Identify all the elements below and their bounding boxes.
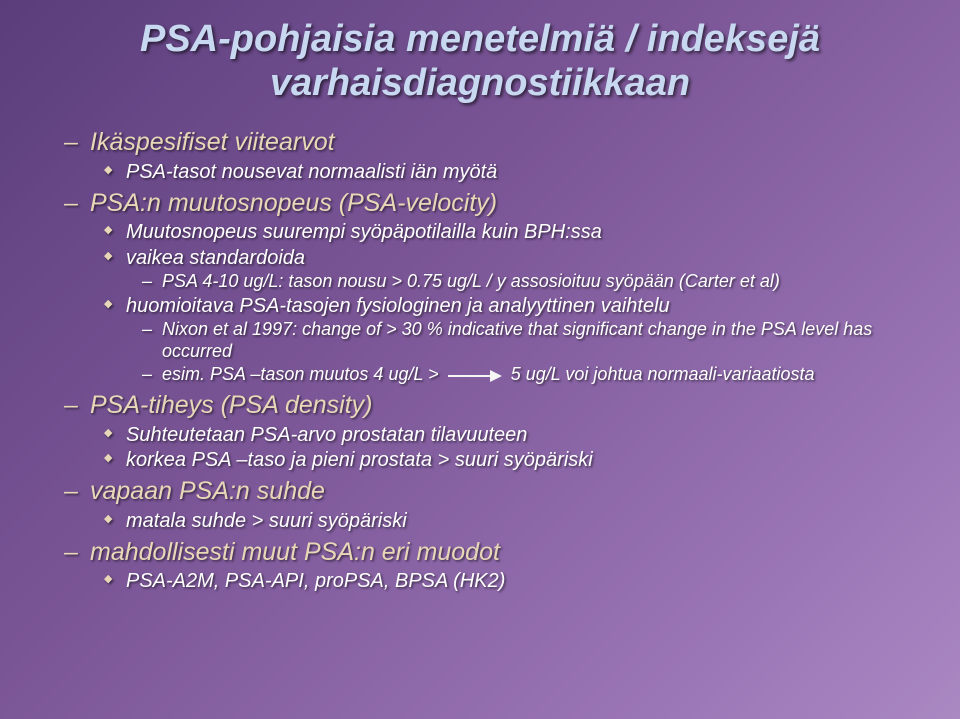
bullet-lvl1: PSA:n muutosnopeus (PSA-velocity) xyxy=(50,188,920,219)
slide-title: PSA-pohjaisia menetelmiä / indeksejä var… xyxy=(40,18,920,105)
bullet-lvl1: Ikäspesifiset viitearvot xyxy=(50,127,920,158)
text-before-arrow: esim. PSA –tason muutos 4 ug/L > xyxy=(162,364,439,384)
bullet-lvl3: PSA 4-10 ug/L: tason nousu > 0.75 ug/L /… xyxy=(50,271,920,293)
bullet-lvl2: matala suhde > suuri syöpäriski xyxy=(50,509,920,533)
bullet-lvl2: korkea PSA –taso ja pieni prostata > suu… xyxy=(50,448,920,472)
bullet-lvl2: PSA-tasot nousevat normaalisti iän myötä xyxy=(50,160,920,184)
bullet-lvl1: vapaan PSA:n suhde xyxy=(50,476,920,507)
bullet-lvl1: PSA-tiheys (PSA density) xyxy=(50,390,920,421)
bullet-lvl3: esim. PSA –tason muutos 4 ug/L > 5 ug/L … xyxy=(50,364,920,386)
title-line-1: PSA-pohjaisia menetelmiä / indeksejä xyxy=(140,18,820,60)
bullet-lvl2: Muutosnopeus suurempi syöpäpotilailla ku… xyxy=(50,220,920,244)
bullet-lvl2: huomioitava PSA-tasojen fysiologinen ja … xyxy=(50,294,920,318)
bullet-lvl2: vaikea standardoida xyxy=(50,246,920,270)
slide-content: Ikäspesifiset viitearvot PSA-tasot nouse… xyxy=(40,127,920,593)
bullet-lvl1: mahdollisesti muut PSA:n eri muodot xyxy=(50,537,920,568)
arrow-icon xyxy=(448,370,502,382)
bullet-lvl3: Nixon et al 1997: change of > 30 % indic… xyxy=(50,319,920,363)
text-after-arrow: 5 ug/L voi johtua normaali-variaatiosta xyxy=(511,364,815,384)
bullet-lvl2: PSA-A2M, PSA-API, proPSA, BPSA (HK2) xyxy=(50,569,920,593)
title-line-2: varhaisdiagnostiikkaan xyxy=(270,62,690,104)
bullet-lvl2: Suhteutetaan PSA-arvo prostatan tilavuut… xyxy=(50,423,920,447)
